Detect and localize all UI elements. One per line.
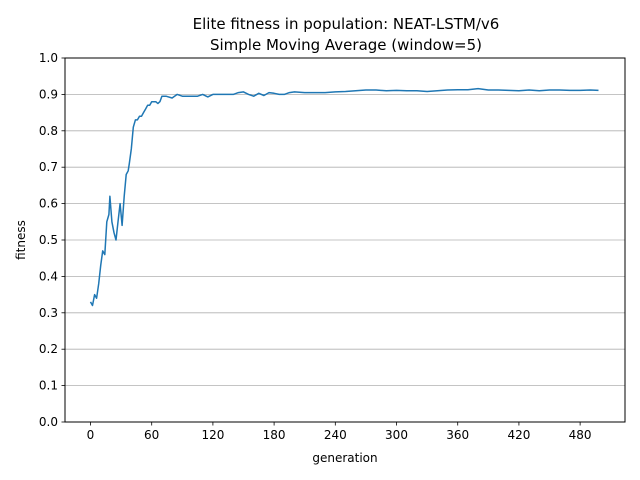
x-axis-ticks: 0 60 120 180 240 300 360 420 480 [87,422,592,442]
x-tick-label: 480 [569,428,592,442]
plot-frame [64,57,626,423]
x-tick-label: 240 [324,428,347,442]
y-tick-label: 0.7 [39,160,58,174]
grid-lines [65,57,625,423]
y-tick-label: 0.2 [39,342,58,356]
chart-subtitle: Simple Moving Average (window=5) [210,36,482,54]
y-tick-label: 0.1 [39,379,58,393]
x-tick-label: 0 [87,428,95,442]
x-tick-label: 420 [507,428,530,442]
y-axis-label: fitness [14,220,28,260]
x-tick-label: 120 [201,428,224,442]
y-tick-label: 0.9 [39,87,58,101]
y-tick-label: 0.5 [39,233,58,247]
x-tick-label: 300 [385,428,408,442]
y-tick-label: 0.6 [39,197,58,211]
x-tick-label: 360 [446,428,469,442]
y-tick-label: 0.3 [39,306,58,320]
series-lines [89,87,599,307]
x-tick-label: 60 [144,428,159,442]
x-axis-label: generation [312,451,377,465]
y-tick-label: 1.0 [39,51,58,65]
y-tick-label: 0.0 [39,415,58,429]
x-tick-label: 180 [263,428,286,442]
chart-title: Elite fitness in population: NEAT-LSTM/v… [193,15,500,33]
series-line-0 [89,87,599,307]
y-tick-label: 0.8 [39,124,58,138]
y-tick-label: 0.4 [39,269,58,283]
y-axis-ticks: 0.0 0.1 0.2 0.3 0.4 0.5 0.6 0.7 0.8 0.9 1.0 [39,51,65,429]
